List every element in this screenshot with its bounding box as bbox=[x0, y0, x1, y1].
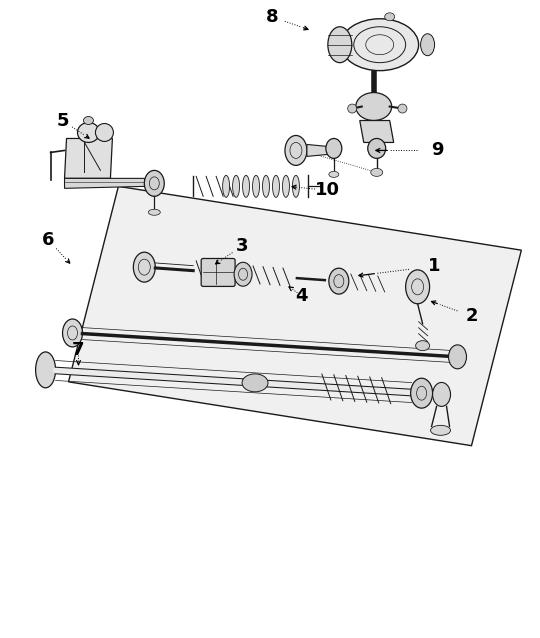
Ellipse shape bbox=[285, 135, 307, 165]
Ellipse shape bbox=[371, 168, 383, 176]
Text: 9: 9 bbox=[431, 142, 444, 160]
Ellipse shape bbox=[433, 382, 450, 406]
Ellipse shape bbox=[326, 138, 342, 158]
Text: 8: 8 bbox=[266, 8, 278, 26]
Text: 6: 6 bbox=[42, 231, 55, 249]
Ellipse shape bbox=[356, 93, 392, 121]
Ellipse shape bbox=[78, 122, 99, 142]
Ellipse shape bbox=[282, 175, 289, 197]
Ellipse shape bbox=[273, 175, 280, 197]
Ellipse shape bbox=[368, 138, 386, 158]
Ellipse shape bbox=[329, 172, 339, 177]
FancyBboxPatch shape bbox=[201, 258, 235, 286]
Ellipse shape bbox=[84, 117, 93, 124]
Ellipse shape bbox=[410, 378, 433, 408]
Polygon shape bbox=[307, 144, 328, 156]
Ellipse shape bbox=[36, 352, 56, 388]
Text: 10: 10 bbox=[315, 181, 340, 199]
Ellipse shape bbox=[416, 341, 430, 351]
Circle shape bbox=[348, 104, 357, 113]
Polygon shape bbox=[64, 179, 146, 188]
Ellipse shape bbox=[293, 175, 299, 197]
Text: 5: 5 bbox=[56, 112, 69, 130]
Ellipse shape bbox=[148, 209, 160, 215]
Ellipse shape bbox=[262, 175, 269, 197]
Text: 3: 3 bbox=[236, 237, 248, 255]
Ellipse shape bbox=[449, 345, 467, 369]
Ellipse shape bbox=[430, 426, 450, 435]
Ellipse shape bbox=[341, 19, 418, 71]
Ellipse shape bbox=[133, 252, 156, 282]
Ellipse shape bbox=[329, 268, 349, 294]
Ellipse shape bbox=[253, 175, 260, 197]
Ellipse shape bbox=[384, 13, 395, 21]
Ellipse shape bbox=[233, 175, 240, 197]
Ellipse shape bbox=[144, 170, 164, 197]
Ellipse shape bbox=[242, 175, 249, 197]
Ellipse shape bbox=[234, 262, 252, 286]
Polygon shape bbox=[69, 186, 521, 446]
Ellipse shape bbox=[63, 319, 83, 347]
Polygon shape bbox=[64, 138, 112, 179]
Ellipse shape bbox=[421, 34, 435, 56]
Ellipse shape bbox=[96, 124, 113, 142]
Circle shape bbox=[398, 104, 407, 113]
Text: 7: 7 bbox=[72, 341, 85, 359]
Text: 2: 2 bbox=[465, 307, 478, 325]
Text: 4: 4 bbox=[296, 287, 308, 305]
Text: 1: 1 bbox=[428, 257, 441, 275]
Ellipse shape bbox=[242, 374, 268, 392]
Ellipse shape bbox=[328, 27, 352, 63]
Ellipse shape bbox=[222, 175, 230, 197]
Polygon shape bbox=[360, 121, 394, 142]
Ellipse shape bbox=[406, 270, 430, 304]
